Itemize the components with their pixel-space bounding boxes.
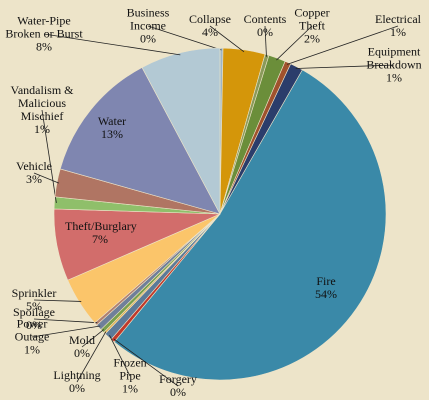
data-label: Theft/Burglary 7% [65,219,137,246]
label-text: 1% [390,25,406,39]
label-text: Forgery [159,372,197,386]
leader-line [43,33,181,56]
label-text: Power Outage [14,316,50,344]
data-label: Water 13% [92,115,132,141]
data-label: Frozen Pipe 1% [110,355,150,396]
pie-slice [59,67,221,215]
data-label: Spoilage 0% [4,306,64,332]
data-label: Business Income 0% [118,5,178,46]
data-label: Contents 0% [240,13,290,39]
data-label: Sprinkler 5% [4,287,64,313]
label-text: Frozen Pipe [113,355,147,383]
label-text: 54% [315,287,337,301]
data-label: Fire 54% [306,275,346,301]
label-text: 0% [170,385,186,399]
label-text: 1% [24,342,40,357]
label-text: 1% [386,70,402,85]
leader-line [76,331,107,383]
data-label: Electrical 1% [368,13,428,39]
data-label: Vehicle 3% [14,160,54,186]
pie-slice [113,69,387,381]
label-text: 7% [92,232,108,246]
label-text: Vehicle [16,159,52,173]
data-label: Vandalism & Malicious Mischief 1% [2,84,82,136]
leader-line [113,338,179,387]
pie-slice [141,47,221,215]
label-text: Equipment Breakdown [366,44,422,72]
data-label: Lightning 0% [47,369,107,395]
data-label: Collapse 4% [185,13,235,39]
label-text: Electrical [375,12,421,26]
label-text: Water-Pipe Broken or Burst [5,13,83,41]
label-text: Spoilage [13,305,55,319]
leader-line [276,25,313,61]
label-text: Lightning [53,368,101,382]
leader-line [41,109,57,204]
label-text: 1% [122,381,138,396]
label-text: 13% [101,127,123,141]
label-text: 4% [202,25,218,39]
leader-line [33,318,98,324]
label-text: 8% [36,39,52,54]
label-text: Theft/Burglary [65,219,137,233]
label-text: 1% [34,122,50,136]
leader-line [33,172,60,184]
label-text: 5% [26,299,42,313]
leader-line [33,299,82,302]
label-text: Copper Theft [294,5,330,33]
leader-line [109,334,131,377]
label-text: Mold [68,333,95,347]
data-label: Water-Pipe Broken or Burst 8% [4,13,84,54]
leader-line [31,325,101,338]
leader-line [287,25,399,65]
leader-line [264,25,267,57]
label-text: 0% [74,346,90,360]
data-label: Copper Theft 2% [290,5,335,46]
label-text: Collapse [189,12,231,26]
label-text: 0% [69,381,85,395]
label-text: 3% [26,172,42,186]
label-text: Contents [243,12,287,26]
label-text: Water [97,114,127,128]
data-label: Mold 0% [62,334,102,360]
label-text: 0% [26,318,42,332]
data-label: Equipment Breakdown 1% [359,44,429,85]
leader-line [295,64,395,69]
label-text: Fire [316,274,336,288]
data-label: Forgery 0% [153,373,203,399]
data-label: Power Outage 1% [10,316,55,357]
leader-line [81,329,104,348]
label-text: 2% [304,31,320,46]
label-text: Sprinkler [11,286,57,300]
leader-line [147,25,222,51]
label-text: Business Income [126,5,170,33]
label-text: Vandalism & Malicious Mischief [10,83,74,123]
leader-line [209,25,245,53]
label-text: 0% [140,31,156,46]
label-text: 0% [257,25,273,39]
